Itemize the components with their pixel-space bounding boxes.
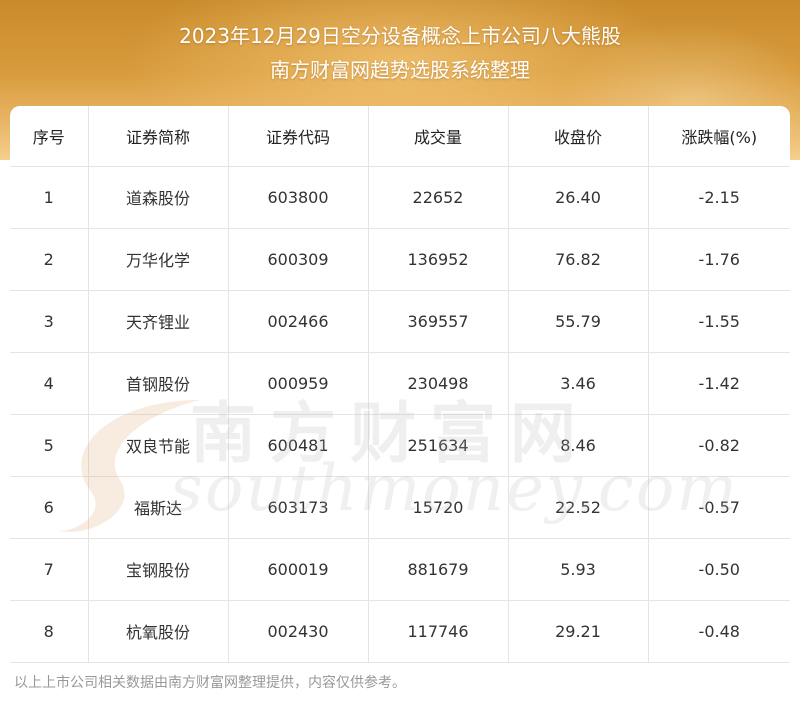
- table-row: 3 天齐锂业 002466 369557 55.79 -1.55: [10, 290, 790, 353]
- cell-name: 福斯达: [88, 476, 229, 539]
- cell-volume: 230498: [368, 352, 509, 415]
- cell-name: 天齐锂业: [88, 290, 229, 353]
- cell-change: -1.55: [648, 290, 790, 353]
- cell-close: 26.40: [508, 166, 649, 229]
- cell-volume: 251634: [368, 414, 509, 477]
- cell-name: 道森股份: [88, 166, 229, 229]
- cell-change: -1.42: [648, 352, 790, 415]
- cell-volume: 881679: [368, 538, 509, 601]
- column-header-code: 证券代码: [228, 106, 369, 167]
- cell-index: 6: [10, 476, 89, 539]
- cell-change: -0.82: [648, 414, 790, 477]
- cell-change: -0.50: [648, 538, 790, 601]
- stock-table: 序号 证券简称 证券代码 成交量 收盘价 涨跌幅(%) 1 道森股份 60380…: [10, 106, 790, 663]
- cell-index: 3: [10, 290, 89, 353]
- cell-index: 1: [10, 166, 89, 229]
- table-row: 7 宝钢股份 600019 881679 5.93 -0.50: [10, 538, 790, 601]
- column-header-volume: 成交量: [368, 106, 509, 167]
- column-header-change: 涨跌幅(%): [648, 106, 790, 167]
- table-row: 1 道森股份 603800 22652 26.40 -2.15: [10, 166, 790, 229]
- cell-index: 2: [10, 228, 89, 291]
- cell-volume: 117746: [368, 600, 509, 663]
- header-banner: 2023年12月29日空分设备概念上市公司八大熊股 南方财富网趋势选股系统整理: [0, 0, 800, 160]
- cell-change: -2.15: [648, 166, 790, 229]
- data-table-card: 序号 证券简称 证券代码 成交量 收盘价 涨跌幅(%) 1 道森股份 60380…: [10, 106, 790, 664]
- cell-index: 5: [10, 414, 89, 477]
- cell-volume: 369557: [368, 290, 509, 353]
- cell-code: 002430: [228, 600, 369, 663]
- cell-code: 002466: [228, 290, 369, 353]
- cell-close: 76.82: [508, 228, 649, 291]
- cell-index: 4: [10, 352, 89, 415]
- cell-change: -0.57: [648, 476, 790, 539]
- cell-name: 双良节能: [88, 414, 229, 477]
- cell-code: 603173: [228, 476, 369, 539]
- page-title: 2023年12月29日空分设备概念上市公司八大熊股: [179, 24, 621, 48]
- cell-index: 8: [10, 600, 89, 663]
- column-header-close: 收盘价: [508, 106, 649, 167]
- cell-volume: 15720: [368, 476, 509, 539]
- cell-code: 600309: [228, 228, 369, 291]
- page-subtitle: 南方财富网趋势选股系统整理: [270, 58, 530, 82]
- cell-name: 万华化学: [88, 228, 229, 291]
- cell-index: 7: [10, 538, 89, 601]
- table-row: 8 杭氧股份 002430 117746 29.21 -0.48: [10, 600, 790, 663]
- table-row: 5 双良节能 600481 251634 8.46 -0.82: [10, 414, 790, 477]
- cell-close: 55.79: [508, 290, 649, 353]
- cell-close: 29.21: [508, 600, 649, 663]
- cell-name: 首钢股份: [88, 352, 229, 415]
- table-header-row: 序号 证券简称 证券代码 成交量 收盘价 涨跌幅(%): [10, 106, 790, 167]
- cell-close: 5.93: [508, 538, 649, 601]
- table-row: 2 万华化学 600309 136952 76.82 -1.76: [10, 228, 790, 291]
- column-header-index: 序号: [10, 106, 89, 167]
- cell-code: 603800: [228, 166, 369, 229]
- cell-volume: 136952: [368, 228, 509, 291]
- cell-name: 杭氧股份: [88, 600, 229, 663]
- cell-volume: 22652: [368, 166, 509, 229]
- cell-close: 22.52: [508, 476, 649, 539]
- cell-code: 000959: [228, 352, 369, 415]
- cell-change: -1.76: [648, 228, 790, 291]
- cell-close: 8.46: [508, 414, 649, 477]
- cell-code: 600019: [228, 538, 369, 601]
- footer-disclaimer: 以上上市公司相关数据由南方财富网整理提供，内容仅供参考。: [14, 675, 406, 691]
- column-header-name: 证券简称: [88, 106, 229, 167]
- table-row: 6 福斯达 603173 15720 22.52 -0.57: [10, 476, 790, 539]
- cell-code: 600481: [228, 414, 369, 477]
- cell-name: 宝钢股份: [88, 538, 229, 601]
- footer: 以上上市公司相关数据由南方财富网整理提供，内容仅供参考。: [0, 664, 800, 708]
- cell-change: -0.48: [648, 600, 790, 663]
- table-row: 4 首钢股份 000959 230498 3.46 -1.42: [10, 352, 790, 415]
- cell-close: 3.46: [508, 352, 649, 415]
